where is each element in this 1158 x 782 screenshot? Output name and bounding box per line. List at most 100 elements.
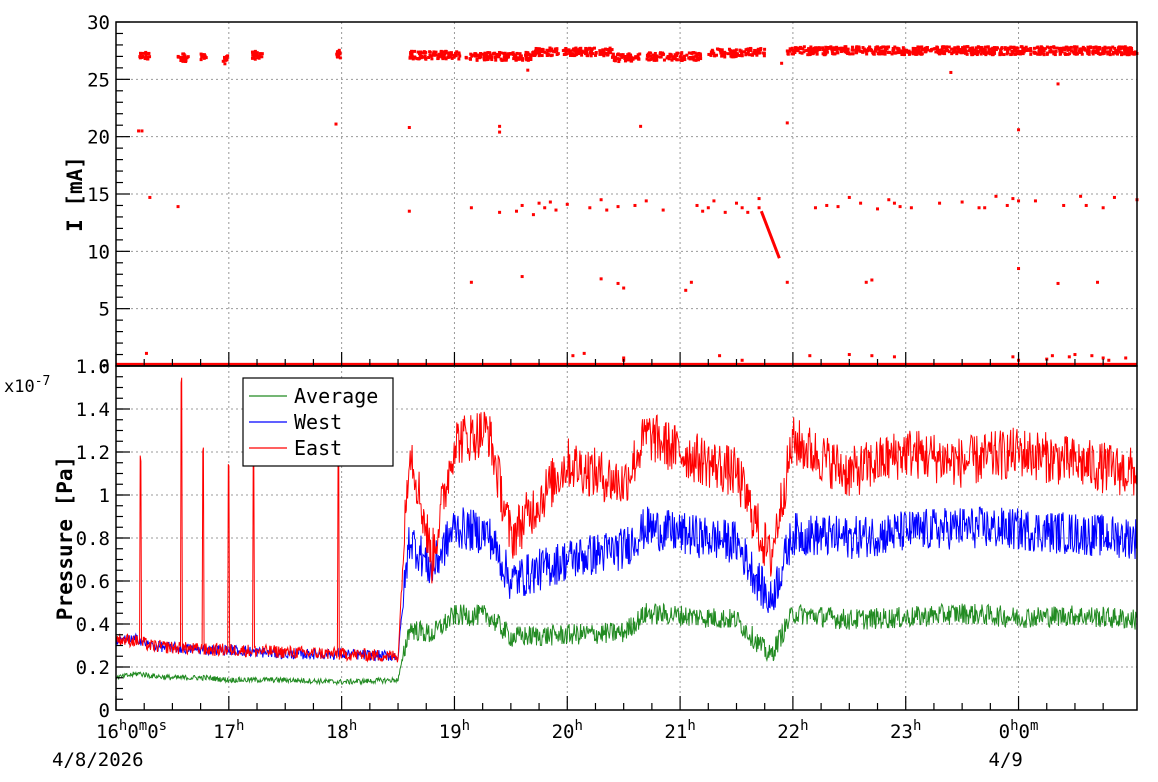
current-point <box>908 52 912 56</box>
current-point <box>484 58 488 62</box>
current-point <box>148 195 152 199</box>
current-point <box>829 45 833 49</box>
current-point <box>607 49 611 53</box>
current-point <box>1024 45 1028 49</box>
current-point <box>541 48 545 52</box>
current-point <box>697 51 701 55</box>
y-tick-label: 0.8 <box>76 528 110 550</box>
y-tick-label: 15 <box>87 184 110 206</box>
current-point <box>182 52 186 56</box>
current-point <box>495 52 499 56</box>
current-point <box>520 275 524 279</box>
current-point <box>589 49 593 53</box>
current-point <box>564 52 568 56</box>
current-point <box>495 54 499 58</box>
current-point <box>798 51 802 55</box>
current-panel: 0 5 10 15 20 25 30 I [mA] <box>63 12 1139 378</box>
current-point <box>957 50 961 54</box>
current-point <box>504 57 508 61</box>
current-point <box>1037 50 1041 54</box>
current-point <box>178 55 182 59</box>
current-point <box>1093 49 1097 53</box>
current-point <box>935 45 939 49</box>
x-tick-label: 0h0m <box>999 718 1039 743</box>
current-point <box>514 58 518 62</box>
current-point <box>598 49 602 53</box>
current-point <box>419 56 423 60</box>
current-point <box>422 51 426 55</box>
current-point <box>861 50 865 54</box>
current-point <box>594 53 598 57</box>
current-point <box>806 53 810 57</box>
pressure-panel: 0 0.2 0.4 0.6 0.8 1 1.2 1.4 1.6 16h0m0s 17h 18h 19h… <box>4 352 1138 771</box>
current-band <box>532 46 614 58</box>
current-point <box>920 48 924 52</box>
current-point <box>482 54 486 58</box>
current-point <box>140 129 144 133</box>
current-point <box>707 52 711 56</box>
current-point <box>943 52 947 56</box>
current-point <box>549 47 553 51</box>
current-point <box>258 52 262 56</box>
current-point <box>255 51 259 55</box>
current-point <box>980 48 984 52</box>
current-point <box>444 51 448 55</box>
current-point <box>337 53 341 57</box>
current-point <box>845 50 849 54</box>
current-point <box>591 52 595 56</box>
x-tick-label: 18h <box>326 718 357 743</box>
current-band <box>645 51 703 62</box>
current-point <box>1101 356 1105 360</box>
current-point <box>1109 48 1113 52</box>
current-point <box>886 50 890 54</box>
current-point <box>968 47 972 51</box>
current-point <box>612 58 616 62</box>
y-tick-label: 25 <box>87 69 110 91</box>
current-band <box>610 52 642 64</box>
current-point <box>335 52 339 56</box>
current-point <box>696 56 700 60</box>
current-point <box>144 351 148 355</box>
current-point <box>490 58 494 62</box>
current-point <box>1039 50 1043 54</box>
current-point <box>655 58 659 62</box>
current-point <box>571 52 575 56</box>
current-point <box>757 206 761 210</box>
current-point <box>580 53 584 57</box>
current-point <box>726 52 730 56</box>
current-point <box>785 121 789 125</box>
current-point <box>675 51 679 55</box>
current-point <box>911 49 915 53</box>
current-point <box>1056 281 1060 285</box>
current-point <box>1042 53 1046 57</box>
current-point <box>916 49 920 53</box>
current-point <box>454 51 458 55</box>
current-point <box>923 46 927 50</box>
current-point <box>790 46 794 50</box>
current-point <box>985 51 989 55</box>
current-point <box>870 354 874 358</box>
current-point <box>525 51 529 55</box>
current-point <box>947 50 951 54</box>
current-point <box>1095 47 1099 51</box>
current-point <box>808 47 812 51</box>
current-point <box>964 45 968 49</box>
current-point <box>1026 47 1030 51</box>
current-point <box>478 54 482 58</box>
current-point <box>957 47 961 51</box>
current-point <box>181 58 185 62</box>
current-point <box>599 277 603 281</box>
current-point <box>253 49 257 53</box>
current-point <box>181 55 185 59</box>
current-point <box>545 48 549 52</box>
current-point <box>977 50 981 54</box>
current-point <box>986 45 990 49</box>
current-point <box>680 57 684 61</box>
current-point <box>1020 50 1024 54</box>
current-point <box>706 206 710 210</box>
current-point <box>498 210 502 214</box>
current-point <box>471 53 475 57</box>
current-point <box>498 124 502 128</box>
series-line-east <box>115 377 1138 663</box>
current-point <box>418 53 422 57</box>
